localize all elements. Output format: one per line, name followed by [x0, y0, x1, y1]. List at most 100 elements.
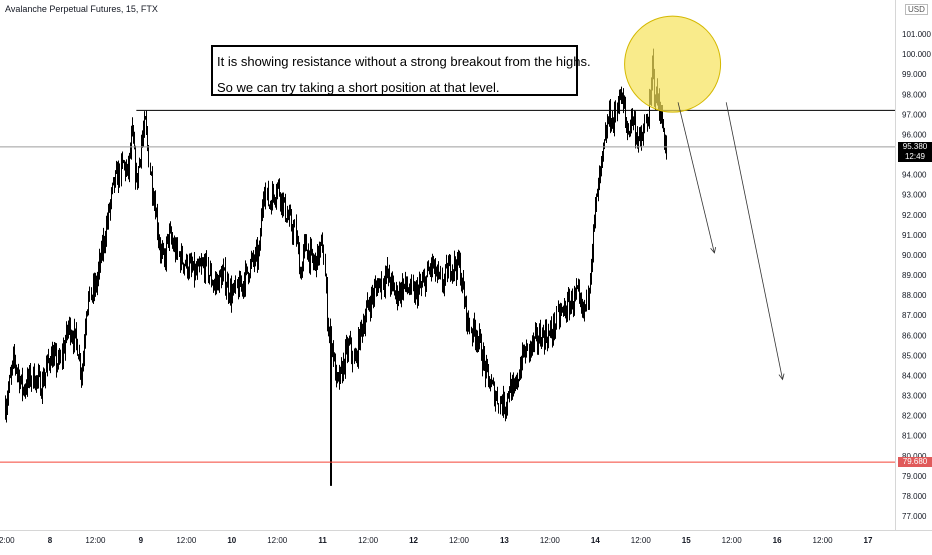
candle-body	[351, 338, 352, 355]
bar-countdown: 12:49	[904, 151, 926, 161]
candle-body	[515, 385, 516, 387]
y-tick-label: 81.000	[902, 432, 927, 441]
candle-body	[544, 334, 545, 346]
candle-body	[537, 330, 538, 344]
candle-body	[326, 276, 327, 287]
candle-body	[347, 344, 348, 355]
y-tick-label: 83.000	[902, 392, 927, 401]
candle-body	[376, 284, 377, 287]
candle-body	[293, 227, 294, 237]
candle-body	[243, 282, 244, 290]
candle-body	[97, 278, 98, 288]
candle-body	[300, 272, 301, 275]
candle-body	[411, 281, 412, 285]
candle-body	[551, 326, 552, 335]
candle-body	[483, 352, 484, 368]
candle-body	[495, 398, 496, 404]
candle-body	[468, 313, 469, 327]
candle-body	[37, 376, 38, 379]
candle-body	[224, 268, 225, 270]
candle-body	[27, 374, 28, 390]
candle-body	[209, 275, 210, 279]
candle-body	[312, 249, 313, 260]
candle-body	[350, 338, 351, 343]
candle-body	[156, 212, 157, 218]
candle-body	[516, 376, 517, 386]
candle-body	[145, 117, 146, 119]
candle-body	[82, 370, 83, 377]
candle-body	[203, 263, 204, 265]
candle-body	[52, 351, 53, 367]
candle-body	[147, 130, 148, 146]
candle-body	[525, 349, 526, 358]
candle-body	[174, 244, 175, 249]
candle-body	[134, 142, 135, 149]
candle-body	[500, 398, 501, 408]
candle-body	[142, 138, 143, 144]
candle-body	[421, 285, 422, 287]
candle-body	[473, 319, 474, 336]
candle-body	[378, 283, 379, 293]
candle-body	[277, 184, 278, 195]
candle-body	[64, 347, 65, 353]
candle-body	[459, 259, 460, 264]
candle-body	[523, 346, 524, 355]
candle-body	[22, 375, 23, 392]
candle-body	[417, 286, 418, 302]
candle-body	[493, 382, 494, 384]
candle-body	[561, 310, 562, 313]
candle-body	[138, 167, 139, 185]
candle-body	[280, 194, 281, 205]
x-tick-label: 12:00	[358, 536, 379, 545]
candle-body	[42, 377, 43, 397]
arrow-icon	[677, 102, 715, 254]
candle-body	[159, 239, 160, 247]
candle-body	[65, 341, 66, 353]
candle-body	[251, 259, 252, 262]
candle-body	[611, 126, 612, 128]
candle-body	[466, 297, 467, 325]
candle-body	[494, 383, 495, 404]
candle-body	[402, 283, 403, 296]
candle-body	[98, 268, 99, 279]
time-axis[interactable]: 12:00 8 12:00 9 12:00 10 12:00 11 12:00 12 12:00 13…	[0, 536, 873, 545]
candle-body	[531, 343, 532, 348]
candle-body	[100, 258, 101, 263]
candle-body	[215, 281, 216, 285]
candle-body	[642, 138, 643, 141]
candle-body	[252, 254, 253, 260]
candle-body	[508, 394, 509, 396]
candle-body	[13, 354, 14, 362]
candle-body	[226, 287, 227, 291]
candle-body	[563, 307, 564, 309]
candle-body	[200, 265, 201, 267]
price-axis[interactable]: 101.000 100.000 99.000 98.000 97.000 96.000 95…	[902, 30, 931, 521]
candle-body	[446, 264, 447, 267]
drawing-overlay	[624, 15, 785, 381]
candle-body	[143, 131, 144, 139]
candle-body	[422, 281, 423, 286]
candle-body	[118, 167, 119, 185]
candle-body	[634, 119, 635, 121]
candle-body	[471, 331, 472, 333]
candle-body	[359, 333, 360, 348]
candle-body	[340, 367, 341, 383]
candle-body	[574, 291, 575, 306]
candle-body	[140, 160, 141, 162]
candle-body	[126, 168, 127, 175]
candle-body	[270, 204, 271, 206]
candle-body	[213, 284, 214, 286]
x-tick-label: 9	[139, 536, 144, 545]
candle-body	[369, 304, 370, 307]
candle-body	[168, 234, 169, 242]
annotation-text-box[interactable]: It is showing resistance without a stron…	[211, 45, 591, 96]
candle-body	[268, 188, 269, 206]
candle-body	[158, 231, 159, 240]
candle-body	[451, 275, 452, 277]
candle-body	[432, 259, 433, 268]
arrow-head-icon	[710, 246, 717, 254]
candle-body	[334, 356, 335, 361]
y-tick-label: 97.000	[902, 110, 927, 119]
candle-body	[91, 287, 92, 301]
candle-body	[428, 267, 429, 271]
